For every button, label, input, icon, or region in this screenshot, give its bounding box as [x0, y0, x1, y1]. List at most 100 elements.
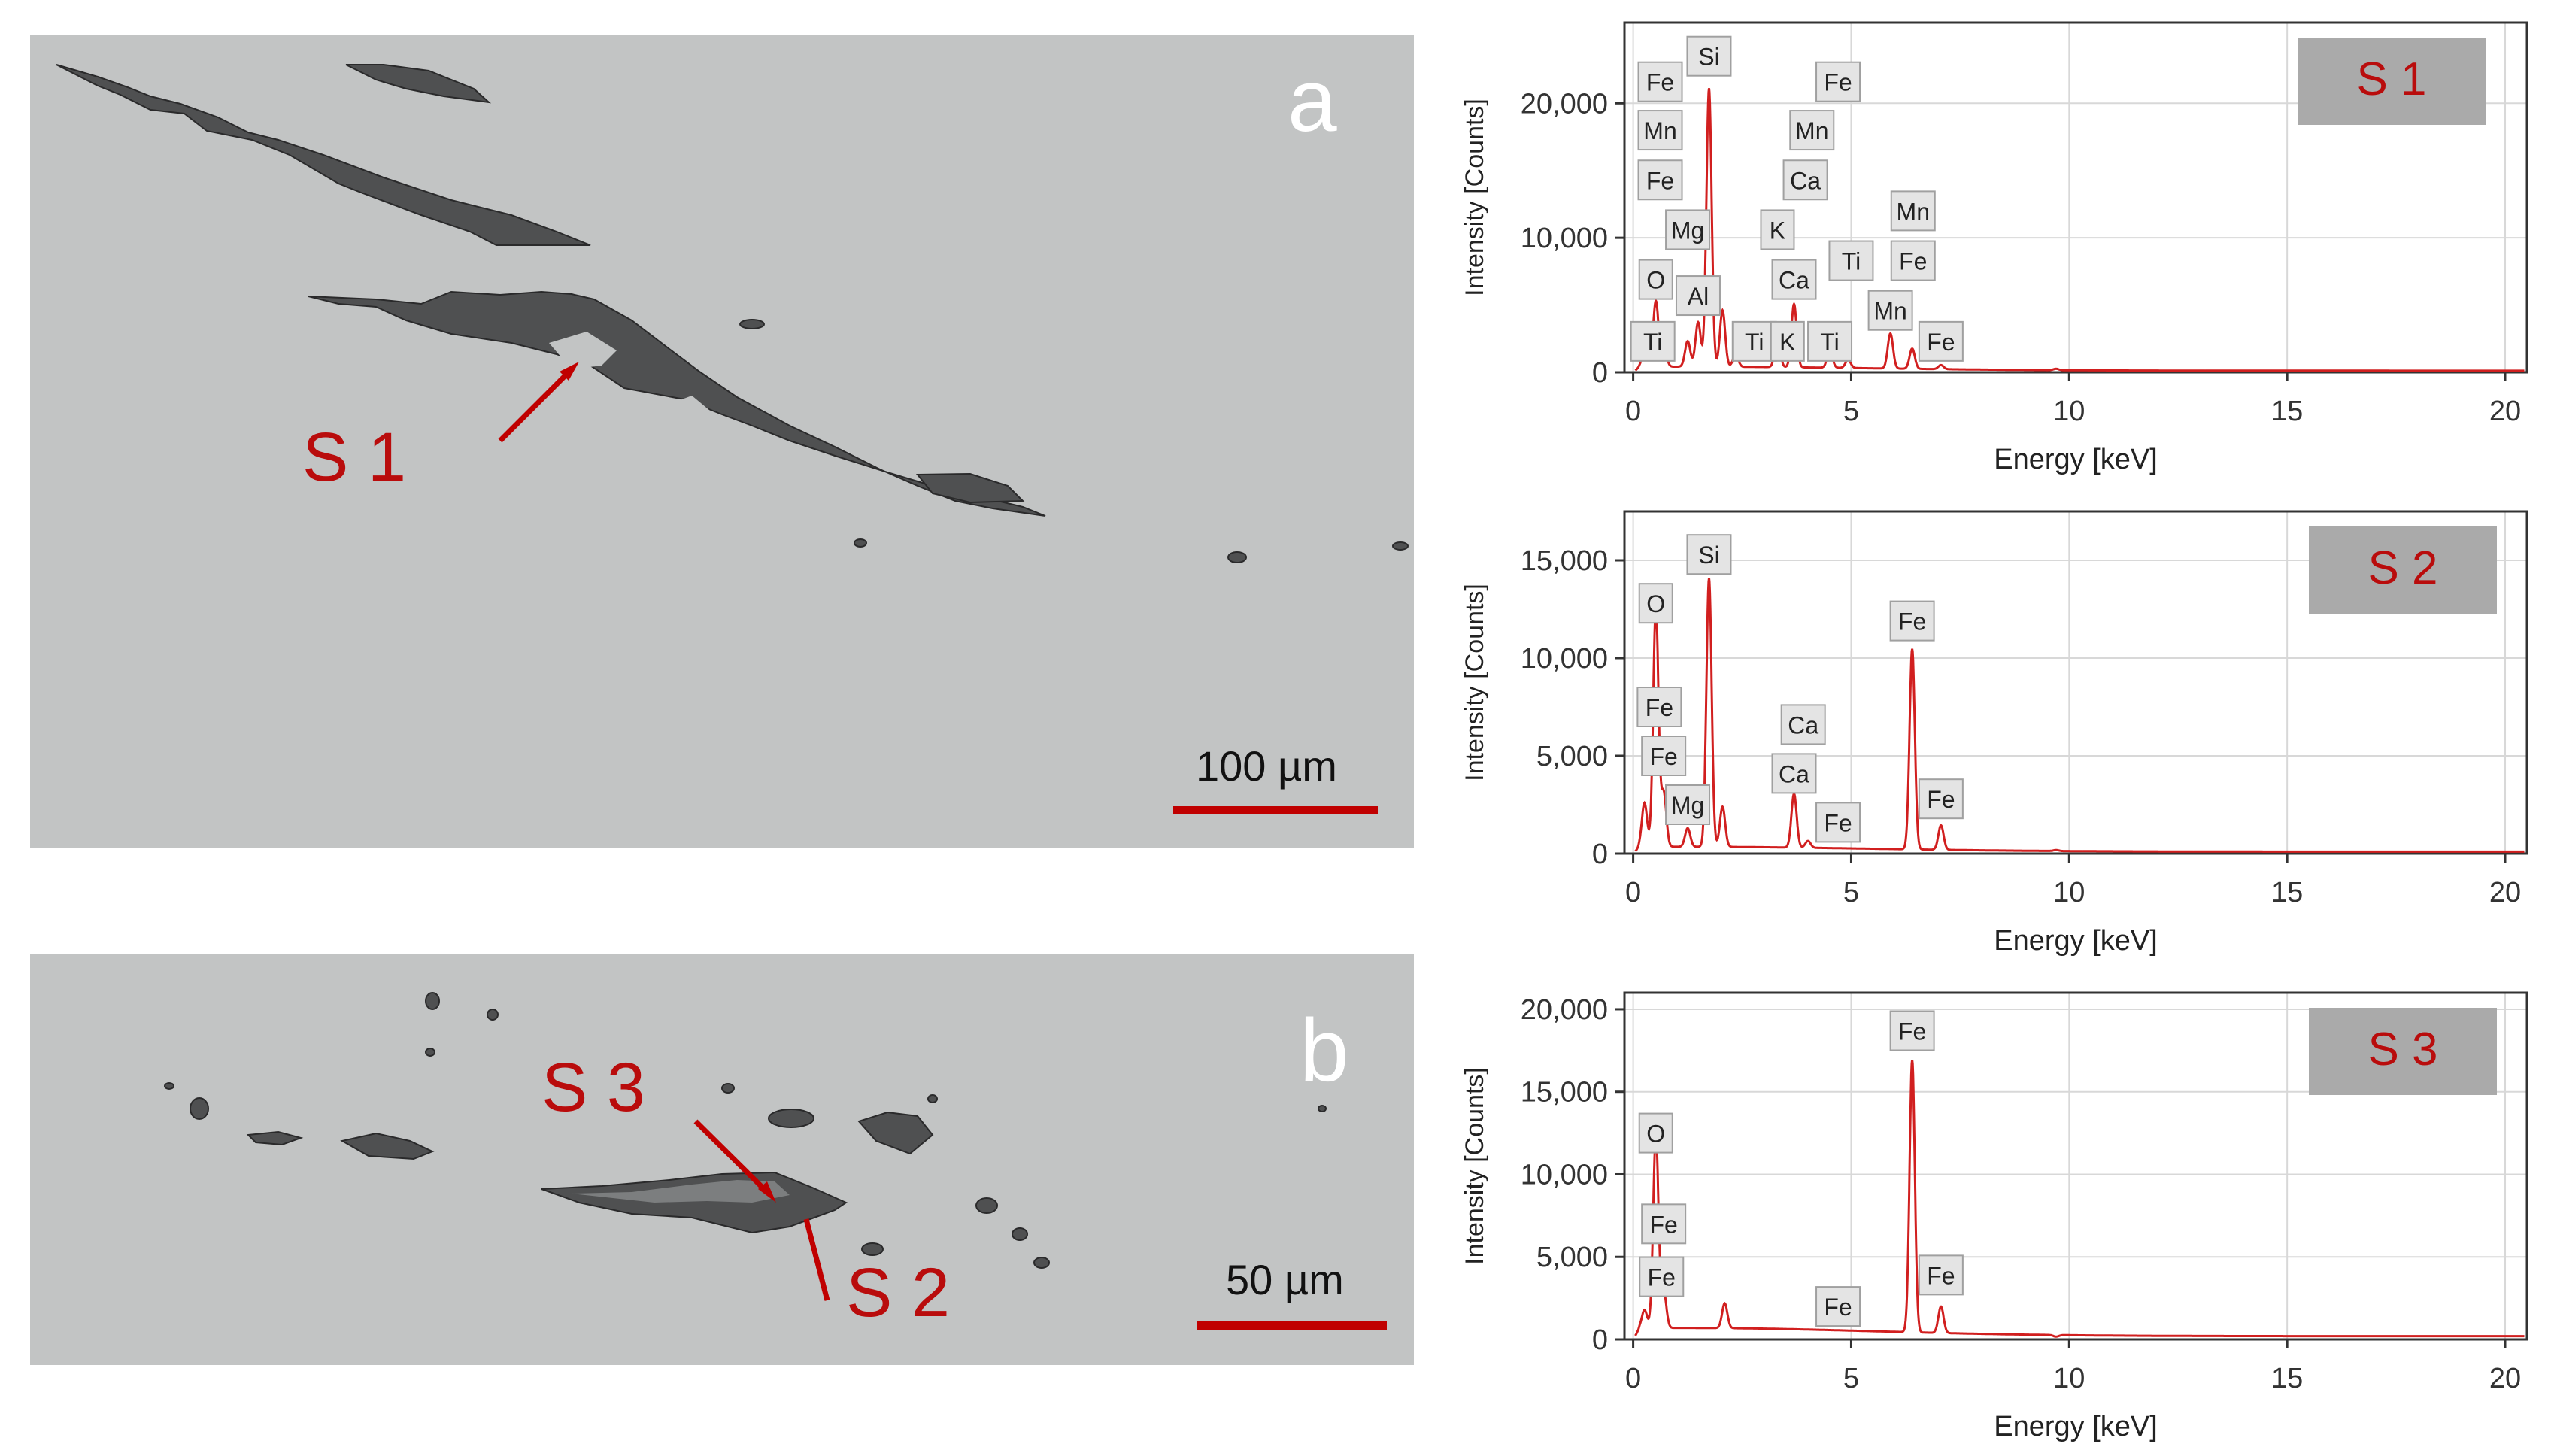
- element-label: K: [1770, 320, 1805, 362]
- site-label-s2: S 2: [846, 1254, 951, 1331]
- element-label: Mn: [1789, 110, 1835, 151]
- svg-text:Fe: Fe: [1824, 69, 1852, 96]
- svg-text:Fe: Fe: [1927, 329, 1955, 356]
- site-label-s3: S 3: [541, 1049, 646, 1126]
- y-tick-label: 0: [1592, 839, 1608, 870]
- svg-text:Fe: Fe: [1650, 743, 1678, 770]
- element-label: Al: [1675, 275, 1721, 317]
- inclusion: [56, 64, 591, 246]
- svg-text:Mg: Mg: [1671, 792, 1704, 819]
- svg-text:S 2: S 2: [2367, 542, 2437, 594]
- inclusion: [190, 1097, 209, 1120]
- inclusion: [857, 1111, 934, 1155]
- svg-text:Mn: Mn: [1795, 117, 1828, 144]
- svg-text:K: K: [1770, 217, 1785, 244]
- site-line-s2: [803, 1218, 830, 1301]
- panel-letter: b: [1300, 1001, 1349, 1100]
- panel-letter: a: [1288, 51, 1337, 150]
- inclusion: [164, 1082, 174, 1090]
- element-label: Fe: [1641, 1203, 1687, 1245]
- svg-text:Ca: Ca: [1779, 760, 1809, 787]
- svg-text:Fe: Fe: [1898, 608, 1926, 635]
- scale-bar-label: 50 µm: [1226, 1256, 1344, 1303]
- svg-text:Ti: Ti: [1643, 329, 1662, 356]
- svg-text:Fe: Fe: [1899, 248, 1927, 275]
- svg-text:Fe: Fe: [1646, 69, 1674, 96]
- inclusion: [915, 472, 1025, 504]
- svg-text:K: K: [1779, 329, 1795, 356]
- element-label: Mn: [1890, 190, 1936, 232]
- element-label: Fe: [1918, 320, 1964, 362]
- element-label: Fe: [1641, 736, 1687, 776]
- svg-text:Fe: Fe: [1824, 1294, 1852, 1321]
- element-label: Fe: [1815, 802, 1861, 843]
- site-tag: S 2: [2309, 526, 2497, 614]
- x-tick-label: 10: [2053, 396, 2085, 427]
- x-tick-label: 15: [2271, 877, 2303, 908]
- plot-frame: [1623, 991, 2528, 1341]
- element-label: Fe: [1815, 1286, 1861, 1327]
- plot-frame: [1623, 21, 2528, 374]
- x-tick-label: 0: [1625, 877, 1641, 908]
- element-label: Fe: [1815, 61, 1861, 102]
- micrograph-a: a S 1 100 µm: [30, 35, 1414, 848]
- series-line: [1634, 88, 2525, 372]
- element-label: Mg: [1665, 784, 1711, 825]
- y-axis-label: Intensity [Counts]: [1461, 1067, 1489, 1265]
- element-label: Si: [1686, 35, 1732, 77]
- svg-text:Fe: Fe: [1646, 694, 1673, 721]
- svg-text:Al: Al: [1688, 283, 1709, 310]
- x-axis-label: Energy [keV]: [1994, 444, 2158, 475]
- svg-text:O: O: [1646, 1121, 1665, 1148]
- eds-spectrum-s1: 0 5 10 15 20 0 10,000 20,000 Energy [keV] Intensi…: [1436, 0, 2551, 489]
- element-label: Fe: [1889, 600, 1935, 642]
- element-label: Ti: [1630, 320, 1676, 362]
- svg-text:Si: Si: [1698, 44, 1719, 71]
- svg-text:Ca: Ca: [1788, 711, 1818, 739]
- y-tick-label: 0: [1592, 357, 1608, 389]
- element-label: Mg: [1665, 209, 1711, 250]
- x-tick-label: 0: [1625, 1363, 1641, 1394]
- inclusion: [768, 1109, 814, 1128]
- site-label-s1: S 1: [302, 419, 407, 496]
- eds-spectrum-s2: 0 5 10 15 20 0 5,000 10,000 15,000 Energy [keV] In…: [1436, 489, 2551, 970]
- x-tick-label: 0: [1625, 396, 1641, 427]
- site-arrow-s3: [693, 1119, 771, 1196]
- svg-text:O: O: [1646, 267, 1665, 294]
- svg-text:Ti: Ti: [1820, 329, 1839, 356]
- inclusion: [425, 1048, 435, 1057]
- element-label: Fe: [1637, 159, 1683, 201]
- x-tick-label: 20: [2489, 396, 2521, 427]
- svg-text:Ti: Ti: [1745, 329, 1764, 356]
- micrograph-a-image: [56, 64, 1409, 563]
- element-label: K: [1760, 209, 1795, 250]
- svg-text:Fe: Fe: [1898, 1018, 1926, 1045]
- svg-text:S 3: S 3: [2367, 1024, 2437, 1075]
- inclusion: [1033, 1257, 1050, 1269]
- element-label: Ti: [1731, 320, 1777, 362]
- x-tick-label: 5: [1843, 877, 1859, 908]
- y-axis-label: Intensity [Counts]: [1461, 99, 1489, 296]
- y-tick-label: 15,000: [1521, 545, 1608, 577]
- svg-text:Mn: Mn: [1873, 298, 1906, 325]
- svg-text:Ti: Ti: [1842, 248, 1861, 275]
- element-label: Ti: [1807, 320, 1853, 362]
- inclusion: [739, 319, 765, 329]
- site-tag: S 1: [2298, 38, 2486, 125]
- svg-text:Mn: Mn: [1897, 198, 1930, 225]
- element-label: Si: [1686, 534, 1732, 575]
- x-tick-label: 20: [2489, 877, 2521, 908]
- svg-text:Fe: Fe: [1646, 167, 1674, 194]
- inclusion: [1227, 551, 1247, 563]
- element-label: Fe: [1918, 1254, 1964, 1296]
- y-tick-label: 0: [1592, 1324, 1608, 1356]
- plot-frame: [1623, 510, 2528, 855]
- y-tick-label: 10,000: [1521, 1159, 1608, 1191]
- inclusion: [246, 1130, 304, 1146]
- svg-text:Mg: Mg: [1671, 217, 1704, 244]
- element-label: Mn: [1867, 290, 1913, 331]
- y-tick-label: 5,000: [1536, 741, 1608, 772]
- x-tick-label: 5: [1843, 1363, 1859, 1394]
- spectrum-plot: 0 5 10 15 20 0 5,000 10,000 15,000 Energy [keV] In…: [1461, 510, 2528, 957]
- element-label: Ca: [1782, 159, 1828, 201]
